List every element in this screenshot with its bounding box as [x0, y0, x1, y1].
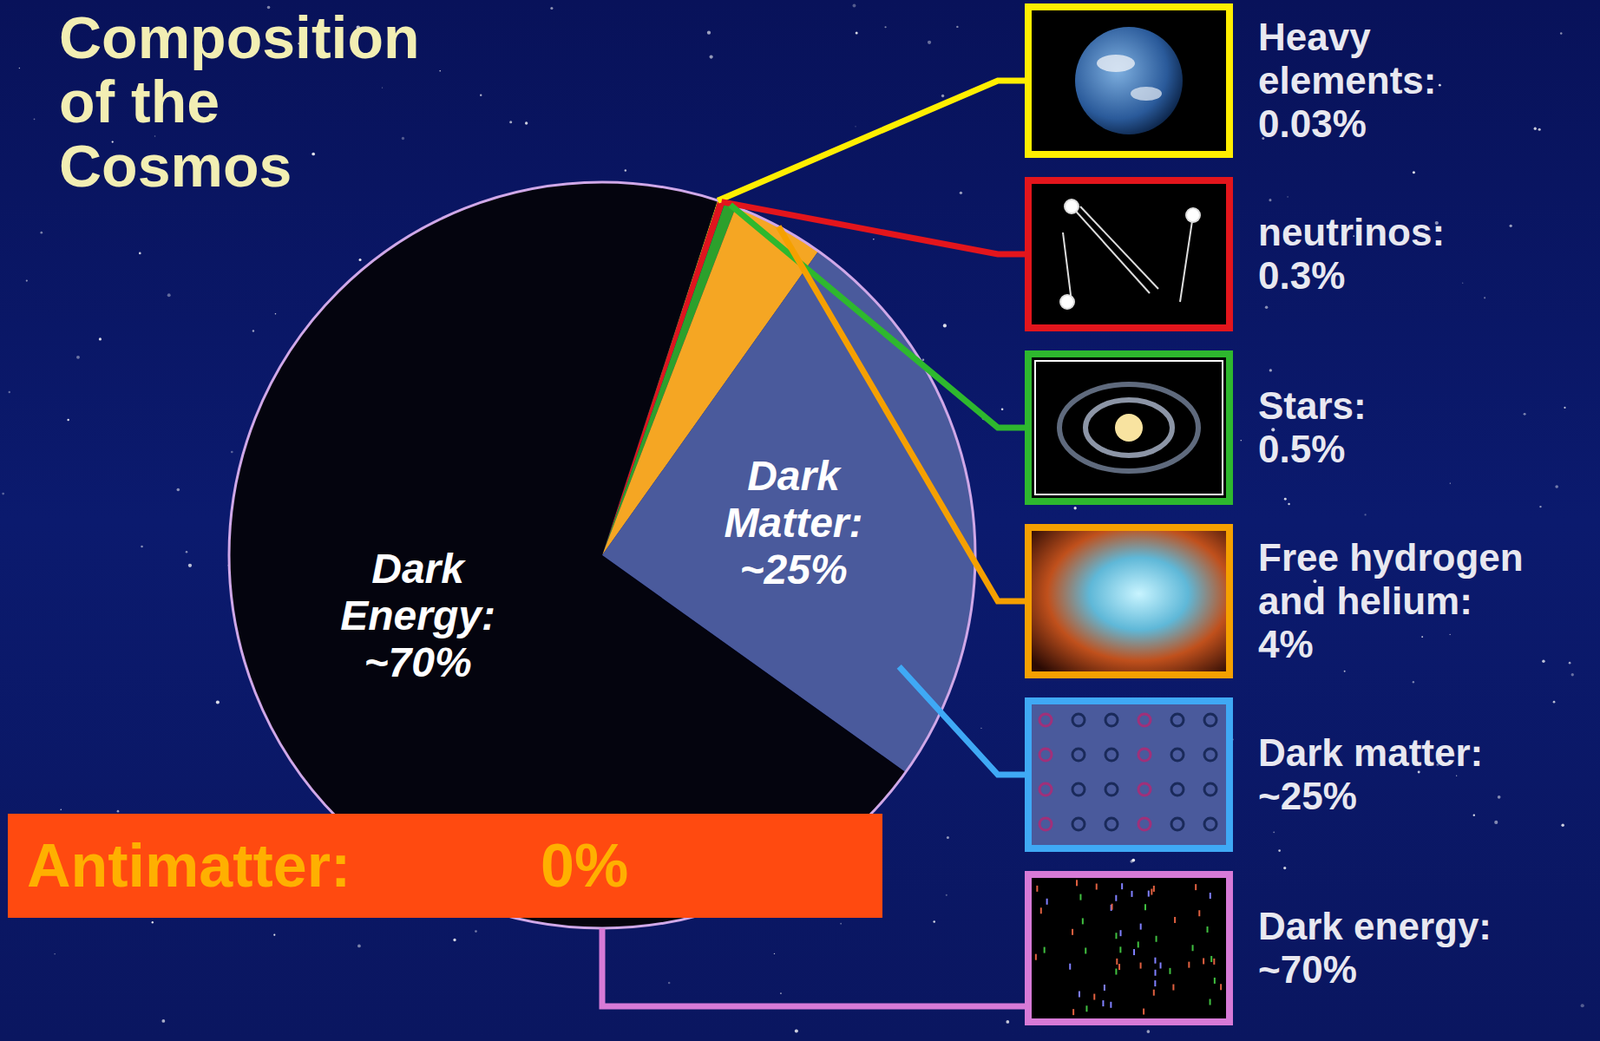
svg-text:neutrinos:0.3%: neutrinos:0.3% [1258, 210, 1445, 297]
svg-text:DarkEnergy:~70%: DarkEnergy:~70% [340, 545, 496, 686]
html-text:Composition of the Cosmos: Composition of the Cosmos [59, 4, 420, 199]
svg-text:Stars:0.5%: Stars:0.5% [1258, 384, 1367, 471]
svg-text:Heavyelements:0.03%: Heavyelements:0.03% [1258, 15, 1437, 145]
svg-text:DarkMatter:~25%: DarkMatter:~25% [724, 452, 864, 593]
html-text:Antimatter:: Antimatter: [26, 832, 351, 900]
svg-text:Dark matter:~25%: Dark matter:~25% [1258, 731, 1483, 818]
html-text:0%: 0% [540, 832, 629, 900]
svg-text:Dark energy:~70%: Dark energy:~70% [1258, 904, 1492, 991]
svg-text:Free hydrogenand helium:4%: Free hydrogenand helium:4% [1258, 536, 1524, 666]
